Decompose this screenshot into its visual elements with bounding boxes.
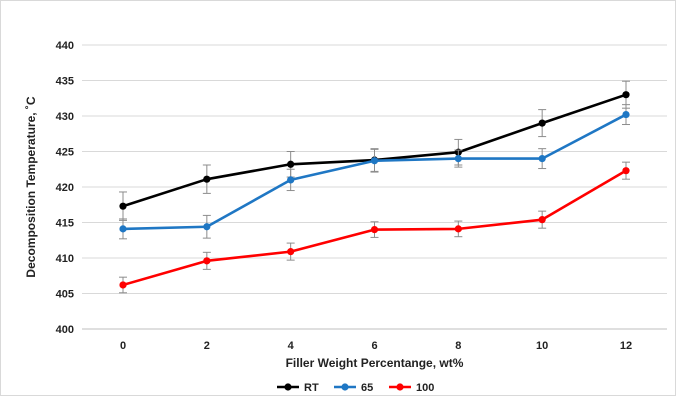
data-point	[119, 202, 127, 210]
legend-label: 100	[416, 382, 434, 394]
series-65	[119, 104, 630, 240]
y-tick-label: 435	[56, 76, 74, 88]
legend: RT 65 100	[277, 382, 434, 394]
data-point	[454, 155, 462, 163]
data-point	[622, 91, 630, 99]
data-point	[119, 225, 127, 233]
tick-labels: 400 405 410 415 420 425 430 435 440 0 2 4 6 8 10 12	[56, 40, 632, 352]
data-point	[622, 110, 630, 119]
y-tick-label: 410	[56, 253, 74, 265]
y-tick-label: 440	[56, 40, 74, 52]
y-axis-title: Decomposition Temperature, ˚C	[24, 96, 38, 277]
data-point	[454, 225, 462, 233]
x-tick-label: 8	[455, 340, 461, 352]
data-point	[287, 176, 295, 184]
x-tick-label: 2	[204, 340, 210, 352]
x-tick-label: 0	[120, 340, 126, 352]
y-tick-label: 405	[56, 289, 74, 301]
x-tick-label: 4	[288, 340, 295, 352]
data-point	[119, 281, 127, 289]
data-point	[538, 119, 546, 127]
legend-swatch-marker	[284, 383, 292, 391]
data-point	[203, 175, 211, 183]
data-point	[538, 155, 546, 163]
y-tick-label: 400	[56, 324, 74, 336]
series-100	[119, 161, 630, 294]
x-tick-label: 6	[371, 340, 377, 352]
data-point	[370, 226, 379, 234]
x-tick-label: 12	[620, 340, 632, 352]
y-tick-label: 420	[56, 182, 74, 194]
data-point	[622, 167, 630, 175]
legend-swatch-marker	[396, 383, 404, 391]
legend-label: RT	[304, 382, 319, 394]
data-point	[287, 160, 295, 168]
legend-swatch-marker	[341, 383, 349, 391]
x-axis-title: Filler Weight Percentange, wt%	[286, 356, 464, 370]
data-point	[287, 248, 295, 256]
series-layer	[119, 80, 630, 294]
y-tick-label: 425	[56, 147, 74, 159]
y-tick-label: 430	[56, 111, 74, 123]
data-point	[203, 223, 211, 231]
legend-label: 65	[361, 382, 373, 394]
data-point	[203, 257, 211, 265]
y-tick-label: 415	[56, 218, 74, 230]
data-point	[538, 216, 546, 224]
x-tick-label: 10	[536, 340, 548, 352]
data-point	[370, 157, 379, 165]
